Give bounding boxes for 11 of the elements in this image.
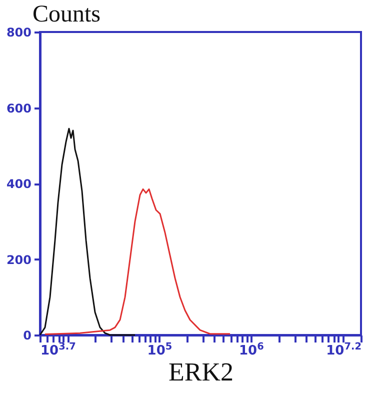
y-tick-label: 800 — [6, 26, 32, 40]
x-tick-label: 10$^{5}$ — [147, 341, 172, 358]
x-tick-label: 10$^{3.7}$ — [40, 341, 76, 358]
y-axis-title: Counts — [32, 2, 101, 28]
y-tick-label: 400 — [6, 177, 32, 191]
x-tick-label: 10$^{6}$ — [238, 341, 264, 358]
y-tick-label: 0 — [23, 328, 32, 342]
y-tick-label: 600 — [6, 101, 32, 116]
x-axis-title: ERK2 — [168, 358, 234, 386]
x-tick-label: 10$^{7.2}$ — [326, 341, 362, 358]
y-tick-label: 200 — [6, 252, 32, 267]
